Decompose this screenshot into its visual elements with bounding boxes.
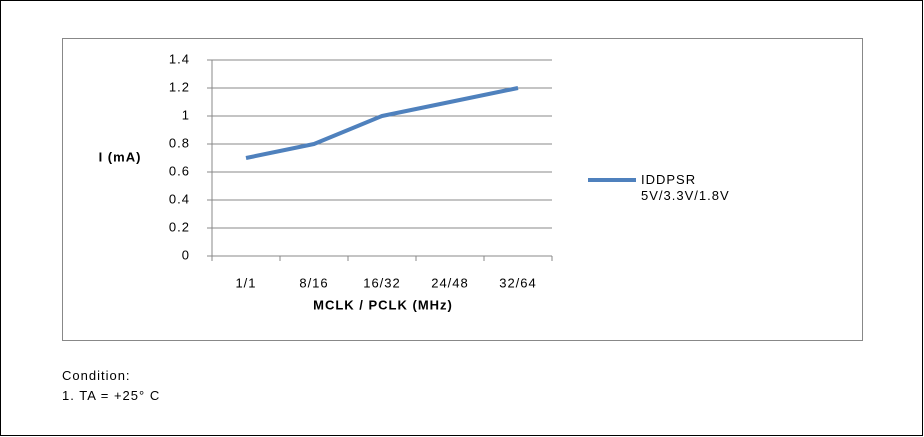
data-line: [245, 86, 519, 160]
y-tick-label: 0.8: [169, 135, 190, 150]
y-tick-label: 0.2: [169, 219, 190, 234]
y-tick-label: 0: [182, 247, 190, 262]
y-axis-label: I (mA): [99, 149, 142, 164]
y-tick-label: 1.4: [169, 51, 190, 66]
x-tick-label: 8/16: [299, 275, 328, 290]
note-item: 1. TA = +25° C: [62, 388, 161, 403]
x-tick-label: 24/48: [431, 275, 469, 290]
y-tick-label: 1.2: [169, 79, 190, 94]
y-tick-label: 1: [182, 107, 190, 122]
y-tick-label: 0.4: [169, 191, 190, 206]
chart-border: [62, 38, 863, 341]
legend-label: IDDPSR 5V/3.3V/1.8V: [641, 172, 730, 203]
x-tick-label: 1/1: [235, 275, 256, 290]
y-tick-label: 0.6: [169, 163, 190, 178]
x-axis-label: MCLK / PCLK (MHz): [313, 297, 453, 312]
note-heading: Condition:: [62, 368, 131, 383]
x-tick-label: 32/64: [499, 275, 537, 290]
x-tick-label: 16/32: [363, 275, 401, 290]
